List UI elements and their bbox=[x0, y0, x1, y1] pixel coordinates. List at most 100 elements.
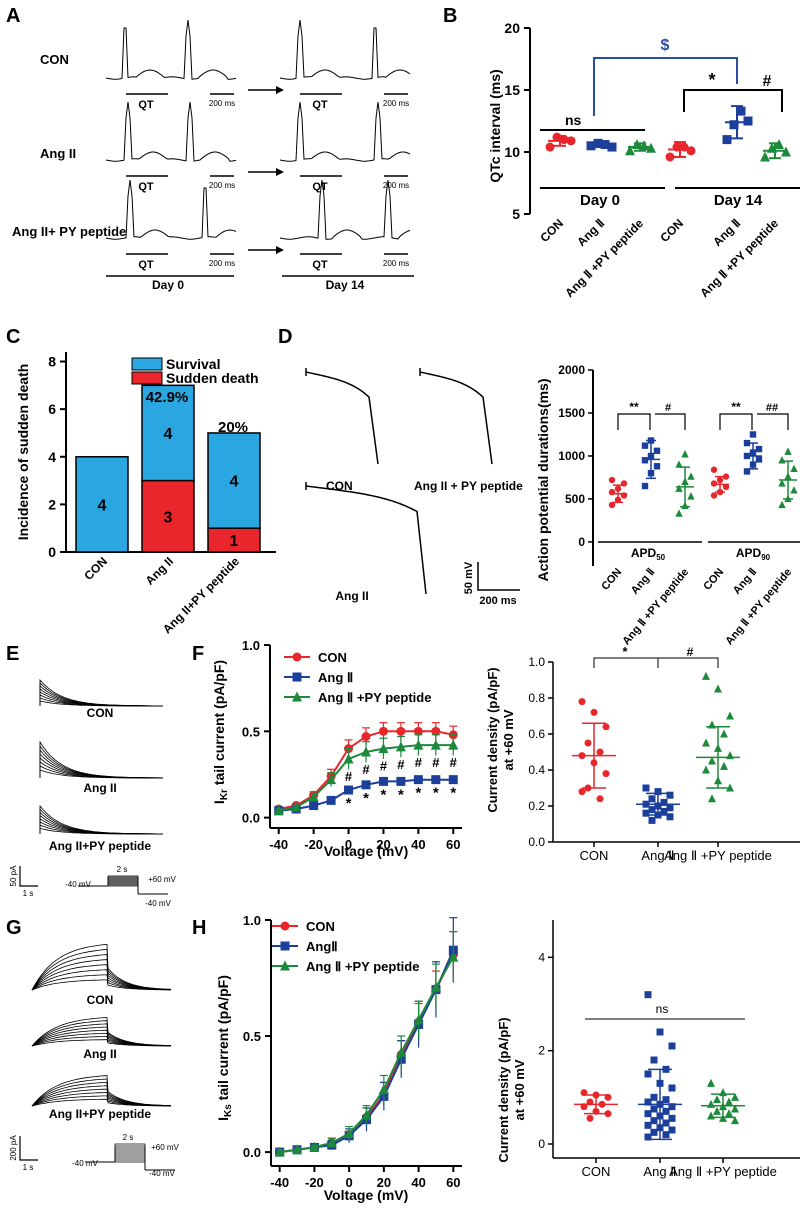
b-dollar: $ bbox=[661, 37, 670, 54]
F-line-point bbox=[396, 726, 406, 736]
H-scatter-point bbox=[644, 1110, 652, 1118]
panel-c-letter: C bbox=[6, 326, 20, 348]
d-point bbox=[641, 482, 649, 490]
F-scatter-point bbox=[720, 729, 728, 738]
b-point bbox=[559, 135, 569, 145]
f-scatter-xtick-label: CON bbox=[580, 848, 609, 863]
F-line-point bbox=[361, 780, 371, 790]
d-sig2: # bbox=[665, 402, 671, 414]
panel-c: C Incidence of sudden death 8 6 4 2 0 4 3 4 14 … bbox=[6, 326, 276, 636]
e-scale-bar bbox=[19, 866, 38, 887]
panel-d-letter: D bbox=[278, 326, 292, 348]
f-scatter-ylabel: Current density (pA/pF) bbox=[485, 667, 500, 812]
f-sig-hash: # bbox=[380, 759, 388, 774]
F-scatter-point bbox=[666, 804, 674, 812]
g-prot-top: 2 s bbox=[123, 1133, 134, 1142]
d-point bbox=[641, 442, 649, 449]
e-label-con: CON bbox=[87, 706, 114, 720]
F-scatter-point bbox=[666, 813, 674, 821]
d-scale-ms: 200 ms bbox=[479, 595, 516, 607]
legend-marker bbox=[280, 921, 290, 931]
f-sig-hash: # bbox=[345, 769, 353, 784]
panel-g-letter: G bbox=[6, 917, 22, 939]
panel-h-xticks: -40 -20 0 20 40 60 bbox=[270, 1166, 461, 1190]
fs-sig-star: * bbox=[622, 644, 628, 659]
F-scatter-point bbox=[666, 791, 674, 799]
H-scatter-point bbox=[668, 1042, 676, 1050]
panel-b: B QTc interval (ms) 20 15 10 5 CON Ang Ⅱ Ang … bbox=[443, 5, 800, 300]
ecg-traces: QT 200 ms QT 200 ms QT 200 ms QT 200 ms QT 200 ms… bbox=[105, 19, 411, 271]
H-line-xtick-label: -40 bbox=[270, 1175, 289, 1190]
H-scatter-point bbox=[662, 1131, 670, 1139]
b-point bbox=[736, 106, 746, 116]
f-sig-hash: # bbox=[450, 755, 458, 770]
qt-label: QT bbox=[312, 99, 328, 111]
panel-e-letter: E bbox=[6, 643, 19, 665]
legend-marker bbox=[280, 960, 290, 971]
F-line-point bbox=[413, 775, 423, 785]
b-star-bracket bbox=[683, 89, 737, 112]
g-scale-pa: 200 pA bbox=[9, 1135, 18, 1161]
protocol-step bbox=[107, 882, 139, 894]
panel-f-legend: CON Ang Ⅱ Ang Ⅱ +PY peptide bbox=[284, 650, 431, 705]
e-prot-top: 2 s bbox=[117, 865, 128, 874]
f-sig-star: * bbox=[346, 795, 352, 812]
d-sig2-bracket bbox=[655, 413, 686, 430]
e-label-ang: Ang II bbox=[83, 781, 116, 795]
g-prot-hold: -40 mV bbox=[72, 1159, 98, 1168]
legend-label: AngⅡ bbox=[306, 939, 338, 954]
c-pct-ang: 42.9% bbox=[146, 389, 189, 406]
F-line-point bbox=[291, 801, 302, 812]
F-scatter-point bbox=[708, 756, 716, 765]
b-point bbox=[593, 138, 603, 148]
b-point bbox=[722, 135, 732, 145]
e-prot-ret: -40 mV bbox=[145, 899, 171, 908]
d-trace-ang: Ang II bbox=[335, 589, 368, 603]
H-scatter-point bbox=[586, 1114, 594, 1122]
H-scatter-point bbox=[650, 1117, 658, 1125]
d-point bbox=[743, 439, 751, 447]
d-point bbox=[743, 468, 751, 475]
H-scatter-point bbox=[662, 1119, 670, 1127]
panel-g: G CON Ang II Ang II+PY peptide 200 pA 1 … bbox=[6, 917, 180, 1178]
c-pct-py: 20% bbox=[218, 419, 248, 436]
H-scatter-point bbox=[707, 1078, 715, 1087]
F-scatter-point bbox=[702, 671, 710, 680]
g-scale-s: 1 s bbox=[23, 1163, 34, 1172]
ecg-scale-label: 200 ms bbox=[383, 259, 409, 268]
current-trace bbox=[31, 943, 172, 991]
F-line-xtick-label: -20 bbox=[304, 837, 323, 852]
c-xtick-label: Ang II bbox=[143, 554, 176, 587]
fs-sig-hash: # bbox=[687, 645, 694, 659]
F-line-ytick-label: 1.0 bbox=[242, 638, 260, 653]
d-trace-con: CON bbox=[326, 479, 353, 493]
d-point bbox=[790, 464, 798, 473]
d-xtick-label: Ang Ⅱ bbox=[629, 566, 657, 597]
qt-label: QT bbox=[138, 99, 154, 111]
c-ytick-label: 0 bbox=[48, 544, 56, 560]
b-point bbox=[607, 142, 617, 152]
e-prot-hold: -40 mV bbox=[65, 880, 91, 889]
F-line-xtick-label: 60 bbox=[446, 837, 460, 852]
b-point bbox=[743, 116, 753, 126]
d-point bbox=[722, 483, 730, 491]
b-star: * bbox=[708, 70, 715, 90]
qt-label: QT bbox=[312, 181, 328, 193]
ap-trace bbox=[305, 482, 427, 595]
H-scatter-point bbox=[662, 1096, 670, 1104]
panel-c-bars: 4 3 4 1 4 bbox=[75, 384, 261, 553]
e-prot-pos: +60 mV bbox=[148, 875, 176, 884]
ecg-scale-label: 200 ms bbox=[209, 181, 235, 190]
F-line-point bbox=[361, 732, 371, 741]
e-scale-pa: 50 pA bbox=[9, 865, 18, 887]
current-trace bbox=[39, 678, 163, 707]
legend-label: CON bbox=[306, 919, 335, 934]
c-ytick-label: 2 bbox=[48, 496, 56, 512]
h-scatter-points bbox=[574, 991, 745, 1141]
d-point bbox=[608, 501, 616, 509]
F-scatter-point bbox=[596, 795, 604, 803]
f-sig-hash: # bbox=[415, 755, 423, 770]
d-point bbox=[681, 450, 689, 458]
d-xtick-label: CON bbox=[599, 566, 624, 592]
F-scatter-point bbox=[602, 723, 610, 731]
